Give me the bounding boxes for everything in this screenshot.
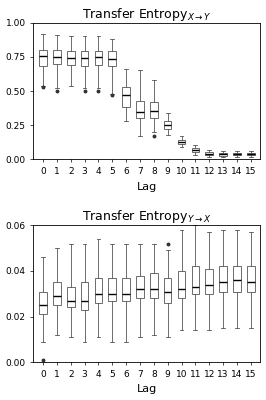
PathPatch shape <box>164 121 172 129</box>
PathPatch shape <box>192 148 199 152</box>
PathPatch shape <box>109 51 116 66</box>
PathPatch shape <box>136 276 144 298</box>
PathPatch shape <box>136 100 144 118</box>
PathPatch shape <box>109 278 116 301</box>
PathPatch shape <box>233 266 241 292</box>
PathPatch shape <box>150 273 158 298</box>
PathPatch shape <box>178 140 185 144</box>
X-axis label: Lag: Lag <box>137 182 157 192</box>
PathPatch shape <box>95 278 102 303</box>
PathPatch shape <box>39 50 47 66</box>
PathPatch shape <box>39 292 47 314</box>
PathPatch shape <box>205 269 213 294</box>
Title: Transfer Entropy$_{\mathit{Y} \rightarrow \mathit{X}}$: Transfer Entropy$_{\mathit{Y} \rightarro… <box>82 208 211 225</box>
PathPatch shape <box>150 102 158 118</box>
PathPatch shape <box>81 282 88 310</box>
PathPatch shape <box>53 282 61 305</box>
PathPatch shape <box>53 50 61 64</box>
PathPatch shape <box>247 153 255 155</box>
PathPatch shape <box>247 266 255 292</box>
PathPatch shape <box>164 278 172 303</box>
PathPatch shape <box>178 271 185 298</box>
PathPatch shape <box>205 152 213 155</box>
PathPatch shape <box>219 153 227 156</box>
PathPatch shape <box>81 51 88 66</box>
PathPatch shape <box>122 87 130 108</box>
PathPatch shape <box>67 287 74 308</box>
Title: Transfer Entropy$_{\mathit{X} \rightarrow \mathit{Y}}$: Transfer Entropy$_{\mathit{X} \rightarro… <box>82 6 212 22</box>
PathPatch shape <box>67 51 74 65</box>
PathPatch shape <box>233 153 241 155</box>
PathPatch shape <box>192 266 199 294</box>
PathPatch shape <box>95 51 102 65</box>
X-axis label: Lag: Lag <box>137 384 157 394</box>
PathPatch shape <box>122 278 130 301</box>
PathPatch shape <box>219 266 227 292</box>
